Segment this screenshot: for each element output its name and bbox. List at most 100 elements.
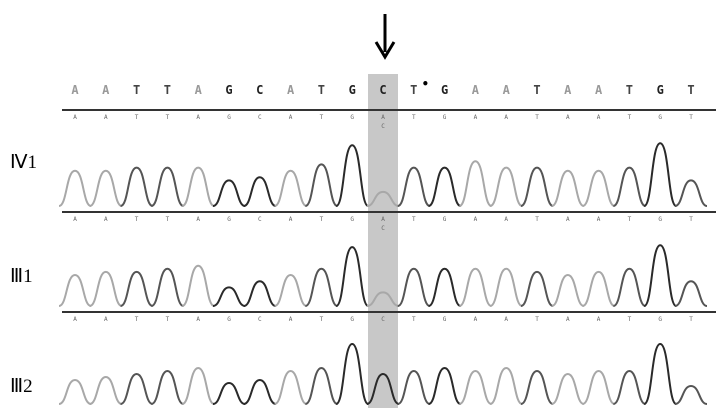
small-base-letter: C	[258, 216, 262, 223]
small-base-letter: A	[289, 316, 293, 323]
chromatogram-peak	[181, 366, 215, 405]
small-base-letter: A	[474, 216, 478, 223]
top-base-letter: A	[195, 83, 203, 97]
small-base-letter: T	[135, 114, 139, 121]
small-base-letter: G	[350, 316, 354, 323]
chromatogram-peak	[551, 169, 585, 207]
small-base-letter: A	[196, 114, 200, 121]
small-base-letter: T	[535, 316, 539, 323]
chromatogram-peak	[612, 369, 646, 405]
small-base-letter: T	[412, 114, 416, 121]
small-base-letter: G	[227, 216, 231, 223]
small-base-letter: A	[504, 216, 508, 223]
chromatogram-peak	[274, 169, 308, 207]
small-base-letter: A	[597, 216, 601, 223]
chromatogram-peak	[89, 169, 123, 207]
small-base-letter: A	[597, 114, 601, 121]
chromatogram-peak	[89, 270, 123, 307]
chromatogram-peak	[120, 270, 154, 307]
small-base-letter: A	[504, 114, 508, 121]
chromatogram-peak	[428, 267, 462, 307]
top-base-letter: A	[102, 83, 110, 97]
small-base-letter: G	[227, 316, 231, 323]
sample-label-iii2: Ⅲ2	[10, 376, 33, 397]
chromatogram-peak	[181, 166, 215, 207]
chromatogram-peak	[212, 381, 246, 405]
chromatogram-peak	[582, 369, 616, 405]
top-base-letter: A	[287, 83, 295, 97]
small-base-letter: T	[628, 114, 632, 121]
top-base-letter: G	[441, 83, 448, 97]
small-base-letter: T	[412, 216, 416, 223]
top-base-letter: T	[164, 83, 171, 97]
top-base-letter: T	[626, 83, 633, 97]
small-base-letter: A	[73, 114, 77, 121]
small-base-letter: A	[104, 114, 108, 121]
chromatogram-peak	[304, 163, 338, 207]
small-base-letter: T	[320, 216, 324, 223]
small-base-letter: G	[443, 114, 447, 121]
small-base-letter: T	[320, 114, 324, 121]
chromatogram-peak	[397, 369, 431, 405]
mutation-marker: •	[422, 77, 429, 91]
top-base-letter: A	[595, 83, 603, 97]
top-base-letter: T	[687, 83, 694, 97]
chromatogram-peak	[428, 366, 462, 405]
chromatogram-peak	[366, 372, 400, 405]
small-base-letter: C	[258, 114, 262, 121]
chromatogram-peak	[520, 166, 554, 207]
top-base-letter: A	[71, 83, 79, 97]
chromatogram-peak	[243, 378, 277, 405]
small-base-letter: T	[166, 316, 170, 323]
top-base-letter: A	[503, 83, 511, 97]
chromatogram-peak	[643, 142, 678, 207]
small-base-letter: A	[196, 316, 200, 323]
chromatogram-peak	[274, 369, 308, 405]
small-base-letter: T	[535, 114, 539, 121]
chromatogram-peak	[551, 273, 585, 307]
chromatogram-peak	[612, 267, 646, 307]
chromatogram-peak	[674, 384, 708, 405]
small-base-letter: G	[443, 216, 447, 223]
chromatogram-peak	[212, 179, 246, 207]
chromatogram-track: A A T T A G C A T G A T G A A T A A T G TC	[58, 216, 708, 307]
chromatogram-peak	[212, 286, 246, 307]
top-base-letter: G	[657, 83, 664, 97]
small-base-letter: A	[196, 216, 200, 223]
small-base-letter: A	[289, 114, 293, 121]
chromatogram-peak	[612, 166, 646, 207]
small-base-letter: G	[227, 114, 231, 121]
chromatogram-peak	[643, 342, 678, 405]
small-base-letter: T	[628, 316, 632, 323]
top-base-letter: T	[318, 83, 325, 97]
chromatogram-peak	[582, 169, 616, 207]
small-base-letter: A	[566, 316, 570, 323]
chromatogram-peak	[458, 267, 492, 307]
small-base-letter: A	[381, 114, 385, 121]
sample-label-iv1: Ⅳ1	[10, 152, 37, 173]
small-base-letter: T	[689, 316, 693, 323]
small-base-letter: T	[166, 216, 170, 223]
chromatogram-peak	[428, 166, 462, 207]
top-base-letter: G	[349, 83, 356, 97]
sample-label-iii1: Ⅲ1	[10, 266, 33, 287]
chromatogram-track: A A T T A G C A T G A T G A A T A A T G TC	[58, 114, 708, 207]
top-base-letter: C	[379, 83, 386, 97]
small-base-letter: T	[689, 114, 693, 121]
small-base-letter: G	[350, 216, 354, 223]
chromatogram-peak	[335, 144, 370, 207]
chromatogram-peak	[582, 270, 616, 307]
chromatogram-peak	[489, 166, 523, 207]
chromatogram-peak	[674, 179, 708, 207]
chromatogram-peak	[150, 166, 184, 207]
chromatogram-peak	[520, 369, 554, 405]
chromatogram-peak	[89, 375, 123, 405]
small-base-letter: T	[135, 216, 139, 223]
small-base-letter: A	[474, 114, 478, 121]
chromatogram-peak	[674, 280, 708, 307]
chromatogram-peak	[520, 270, 554, 307]
small-base-letter: A	[104, 216, 108, 223]
chromatogram-peak	[150, 369, 184, 405]
